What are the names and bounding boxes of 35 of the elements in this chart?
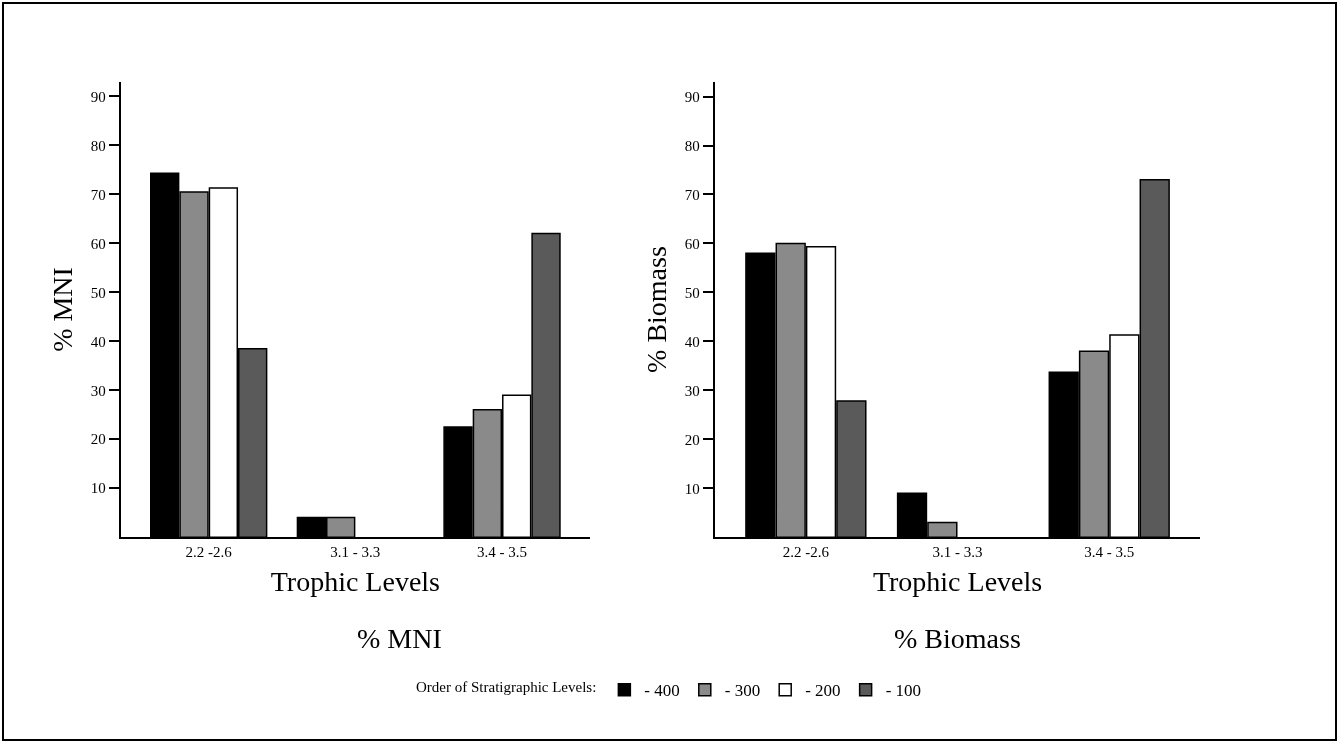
x-axis-title: Trophic Levels [872,565,1043,597]
text: % Biomass [894,623,1021,654]
y-tick-label: 10 [684,480,700,497]
x-tick-label: 2.2 -2.6 [185,544,233,561]
y-tick-label: 20 [90,431,106,448]
y-tick-label: 60 [90,235,106,252]
legend-title: Order of Stratigraphic Levels: [416,678,597,695]
legend-label: - 100 [885,681,922,701]
legend-label: - 200 [805,681,841,701]
y-tick-label: 40 [684,333,700,350]
text: % MNI [357,623,442,654]
x-tick-label: 2.2 -2.6 [782,544,830,561]
y-tick-label: 20 [684,431,700,448]
y-tick-label: 40 [90,333,106,350]
y-tick-label: 50 [90,284,106,301]
y-tick-label: 80 [684,137,700,154]
y-tick-label: 10 [90,480,106,497]
y-tick-label: 90 [684,88,700,105]
y-tick-label: 70 [684,186,700,203]
y-tick-label: 60 [684,235,700,252]
y-tick-label: 70 [90,186,106,203]
x-axis-title: Trophic Levels [270,565,441,597]
x-tick-label: 3.4 - 3.5 [1084,544,1135,561]
y-tick-label: 90 [90,88,106,105]
legend-label: - 300 [724,681,761,701]
legend-label: - 400 [644,681,680,701]
y-tick-label: 30 [90,382,106,399]
x-tick-label: 3.1 - 3.3 [330,544,381,561]
y-tick-label: 30 [684,382,700,399]
y-tick-label: 50 [684,284,700,301]
y-axis-title: % Biomass [641,246,673,373]
y-axis-title: % MNI [46,267,78,352]
y-tick-label: 80 [90,137,106,154]
x-tick-label: 3.1 - 3.3 [932,544,983,561]
x-tick-label: 3.4 - 3.5 [477,544,528,561]
